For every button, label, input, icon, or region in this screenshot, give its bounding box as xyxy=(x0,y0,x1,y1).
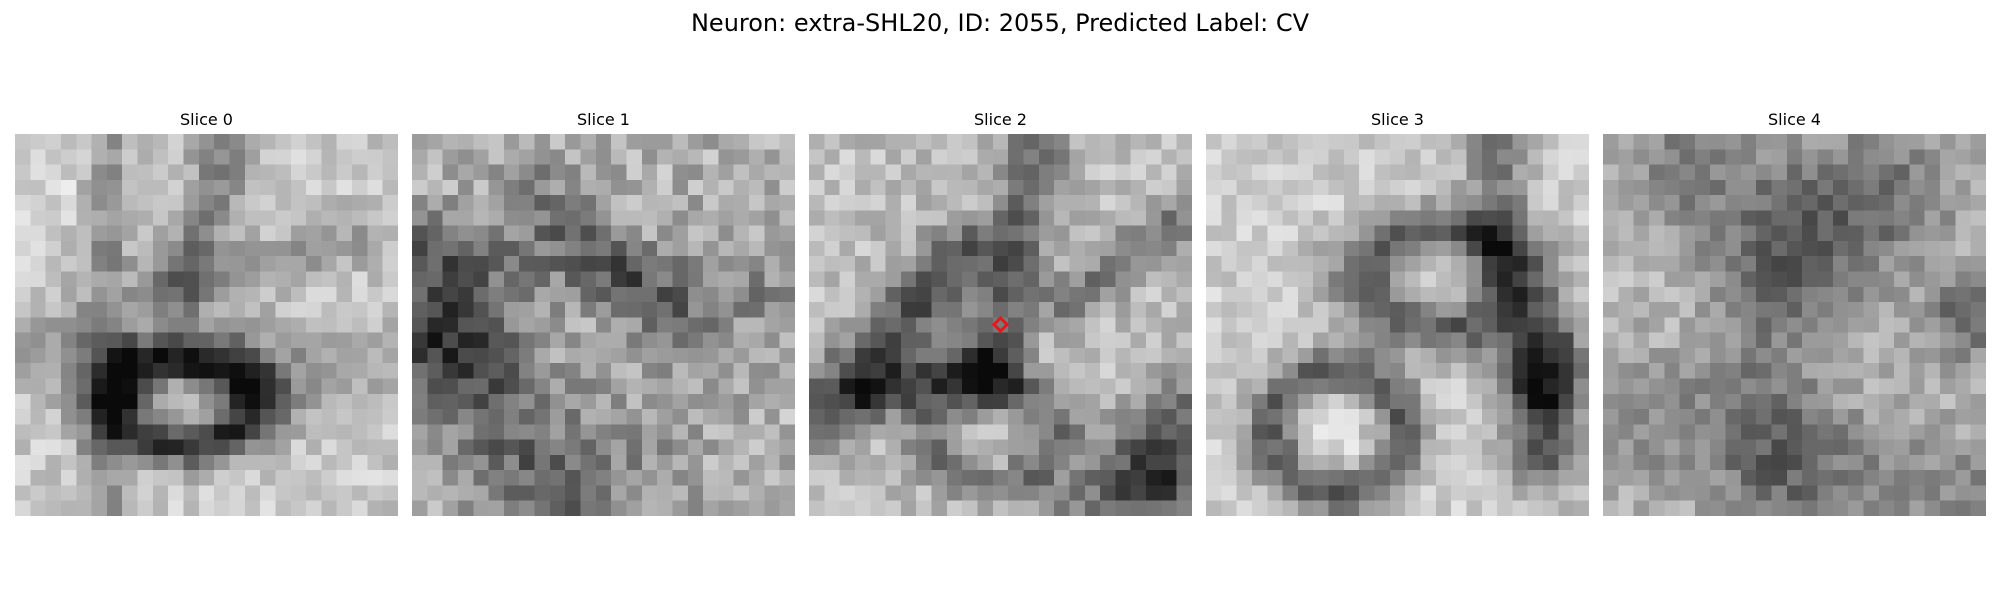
slice-panel-1: Slice 1 xyxy=(412,110,795,516)
slice-image-0 xyxy=(15,134,398,516)
slice-title-4: Slice 4 xyxy=(1768,110,1821,129)
slice-image-1 xyxy=(412,134,795,516)
slice-image-4 xyxy=(1603,134,1986,516)
slice-panel-0: Slice 0 xyxy=(15,110,398,516)
slice-title-2: Slice 2 xyxy=(974,110,1027,129)
slice-panel-4: Slice 4 xyxy=(1603,110,1986,516)
slice-image-3 xyxy=(1206,134,1589,516)
slice-panel-2: Slice 2 xyxy=(809,110,1192,516)
slice-panel-3: Slice 3 xyxy=(1206,110,1589,516)
slice-title-3: Slice 3 xyxy=(1371,110,1424,129)
slice-title-1: Slice 1 xyxy=(577,110,630,129)
figure-title: Neuron: extra-SHL20, ID: 2055, Predicted… xyxy=(690,9,1310,37)
slice-title-0: Slice 0 xyxy=(180,110,233,129)
slice-image-2 xyxy=(809,134,1192,516)
